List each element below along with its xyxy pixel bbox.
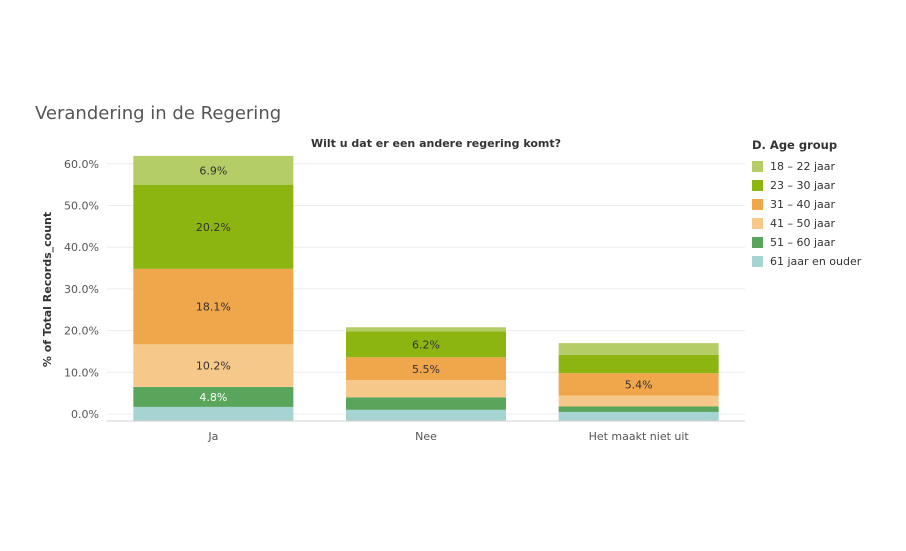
legend-item: 18 – 22 jaar — [752, 157, 861, 176]
bar-segment — [346, 380, 506, 398]
y-tick-label: 0.0% — [71, 408, 99, 421]
data-label: 18.1% — [196, 301, 231, 314]
legend-item: 51 – 60 jaar — [752, 233, 861, 252]
bar-segment — [346, 327, 506, 332]
y-tick-label: 30.0% — [64, 283, 99, 296]
legend-swatch — [752, 199, 763, 210]
bar-segment — [558, 411, 719, 421]
bar-segment — [558, 354, 719, 374]
x-tick-label: Ja — [207, 430, 218, 443]
legend-label: 31 – 40 jaar — [770, 198, 836, 211]
legend-title: D. Age group — [752, 138, 838, 152]
legend-item: 61 jaar en ouder — [752, 252, 861, 271]
bar-segment — [558, 406, 719, 412]
legend-item: 31 – 40 jaar — [752, 195, 861, 214]
bar-segment — [133, 406, 294, 421]
chart-subtitle: Wilt u dat er een andere regering komt? — [310, 137, 562, 150]
y-tick-label: 40.0% — [64, 241, 99, 254]
x-tick-label: Het maakt niet uit — [589, 430, 690, 443]
legend-swatch — [752, 256, 763, 267]
data-label: 6.2% — [412, 338, 440, 351]
data-label: 6.9% — [199, 164, 227, 177]
y-tick-label: 10.0% — [64, 366, 99, 379]
bar-segment — [346, 357, 506, 381]
legend-label: 61 jaar en ouder — [770, 255, 862, 268]
data-label: 20.2% — [196, 221, 231, 234]
legend-item: 23 – 30 jaar — [752, 176, 861, 195]
y-tick-label: 20.0% — [64, 325, 99, 338]
legend: D. Age group 18 – 22 jaar 23 – 30 jaar 31 … — [752, 138, 861, 271]
legend-label: 41 – 50 jaar — [770, 217, 836, 230]
legend-swatch — [752, 237, 763, 248]
legend-label: 23 – 30 jaar — [770, 179, 836, 192]
bar-segment — [133, 386, 294, 407]
bar-segment — [558, 343, 719, 355]
bar-segment — [558, 373, 719, 396]
x-tick-label: Nee — [415, 430, 437, 443]
bar-segment — [558, 395, 719, 407]
bar-segment — [133, 155, 294, 185]
bar-segment — [133, 184, 294, 269]
legend-swatch — [752, 218, 763, 229]
bar-segment — [346, 397, 506, 410]
legend-label: 51 – 60 jaar — [770, 236, 836, 249]
y-axis-label: % of Total Records_count — [41, 212, 54, 367]
bar-segment — [133, 268, 294, 345]
bar-segment — [133, 344, 294, 387]
legend-label: 18 – 22 jaar — [770, 160, 836, 173]
chart-title: Verandering in de Regering — [35, 103, 282, 124]
legend-swatch — [752, 180, 763, 191]
legend-item: 41 – 50 jaar — [752, 214, 861, 233]
bar-segment — [346, 409, 506, 421]
data-label: 5.5% — [412, 363, 440, 376]
y-tick-label: 60.0% — [64, 158, 99, 171]
y-tick-label: 50.0% — [64, 200, 99, 213]
data-label: 10.2% — [196, 360, 231, 373]
legend-swatch — [752, 161, 763, 172]
bar-segment — [346, 331, 506, 358]
data-label: 4.8% — [199, 391, 227, 404]
data-label: 5.4% — [625, 378, 653, 391]
